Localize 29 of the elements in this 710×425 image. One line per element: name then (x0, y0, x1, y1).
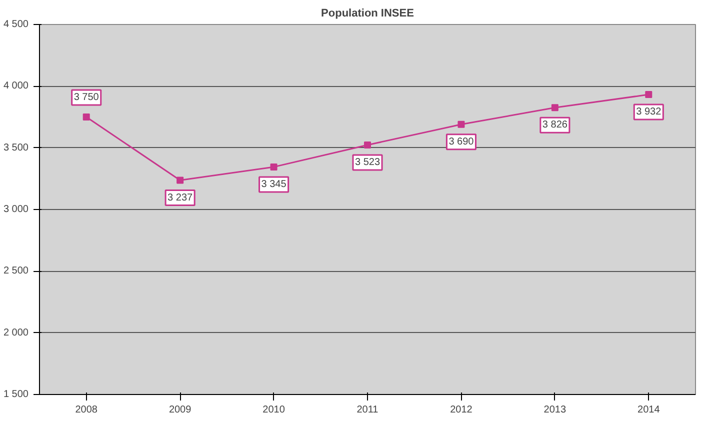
point (270, 163, 278, 170)
chart-title: Population INSEE (321, 8, 414, 20)
point (82, 114, 90, 120)
x-tick-label: 2010 (262, 404, 286, 416)
x-tick-label: 2014 (638, 404, 660, 416)
y-tick-label: 1 500 (3, 389, 29, 400)
point (364, 141, 371, 148)
data-label: 3 932 (636, 106, 662, 118)
x-tick-label: 2009 (168, 404, 192, 416)
point (645, 91, 652, 98)
y-tick-label: 4 500 (3, 19, 29, 30)
data-label: 3 690 (448, 136, 474, 148)
point (458, 120, 465, 128)
y-tick-label: 3 500 (3, 142, 29, 154)
point (551, 104, 558, 112)
data-label: 3 345 (261, 178, 287, 190)
data-label: 3 826 (542, 120, 568, 131)
x-tick-label: 2011 (356, 404, 379, 416)
x-tick-label: 2008 (75, 404, 98, 416)
x-tick-label: 2012 (450, 404, 473, 416)
y-tick-label: 2 500 (3, 266, 29, 277)
data-label: 3 523 (354, 156, 380, 168)
data-label: 3 237 (168, 192, 194, 204)
point (176, 176, 184, 184)
y-tick-label: 3 000 (3, 204, 29, 215)
data-label: 3 750 (74, 92, 100, 103)
y-tick-label: 4 000 (3, 80, 29, 92)
y-tick-label: 2 000 (3, 327, 29, 338)
x-tick-label: 2013 (544, 404, 566, 416)
